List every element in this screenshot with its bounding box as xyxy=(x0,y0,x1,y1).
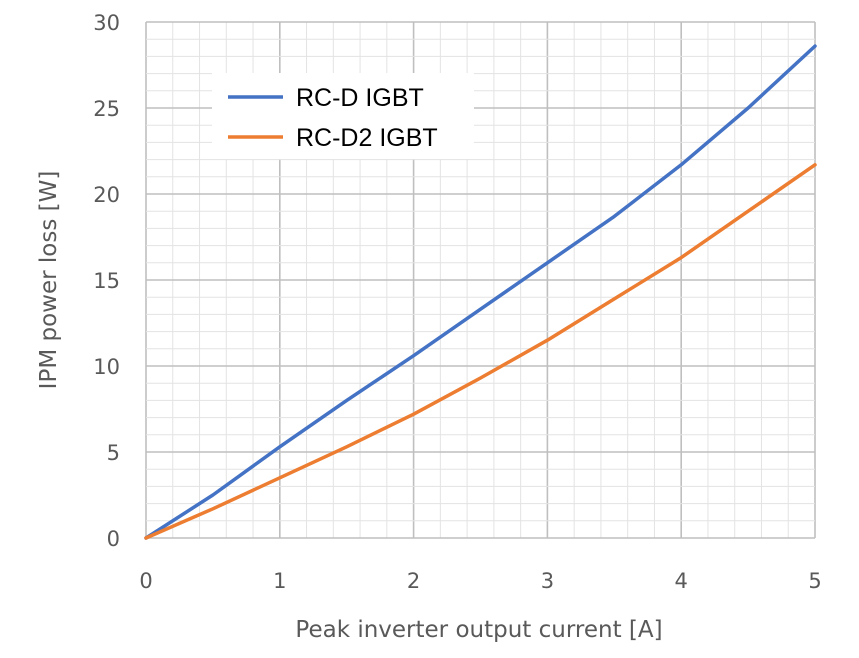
x-tick-label: 1 xyxy=(273,569,286,593)
legend-box xyxy=(212,73,474,159)
y-tick-label: 5 xyxy=(107,441,120,465)
y-tick-label: 10 xyxy=(93,355,120,379)
y-tick-label: 20 xyxy=(93,183,120,207)
x-axis-title: Peak inverter output current [A] xyxy=(295,617,662,643)
tick-labels: 0 1 2 3 4 5 0 5 10 15 20 25 30 xyxy=(93,11,821,593)
x-tick-label: 4 xyxy=(675,569,688,593)
y-tick-label: 15 xyxy=(93,269,120,293)
x-tick-label: 2 xyxy=(407,569,420,593)
legend: RC-D IGBT RC-D2 IGBT xyxy=(212,73,474,159)
y-tick-label: 25 xyxy=(93,97,120,121)
series-line-rc-d-igbt xyxy=(144,44,817,540)
legend-label-rc-d2-igbt: RC-D2 IGBT xyxy=(296,124,438,152)
x-tick-label: 0 xyxy=(139,569,152,593)
x-tick-label: 3 xyxy=(541,569,554,593)
x-tick-label: 5 xyxy=(808,569,821,593)
y-tick-label: 30 xyxy=(93,11,120,35)
series-line-rc-d2-igbt xyxy=(144,163,817,540)
series-lines xyxy=(144,44,817,540)
y-tick-label: 0 xyxy=(107,527,120,551)
y-axis-title: IPM power loss [W] xyxy=(36,171,62,390)
legend-label-rc-d-igbt: RC-D IGBT xyxy=(296,84,424,112)
